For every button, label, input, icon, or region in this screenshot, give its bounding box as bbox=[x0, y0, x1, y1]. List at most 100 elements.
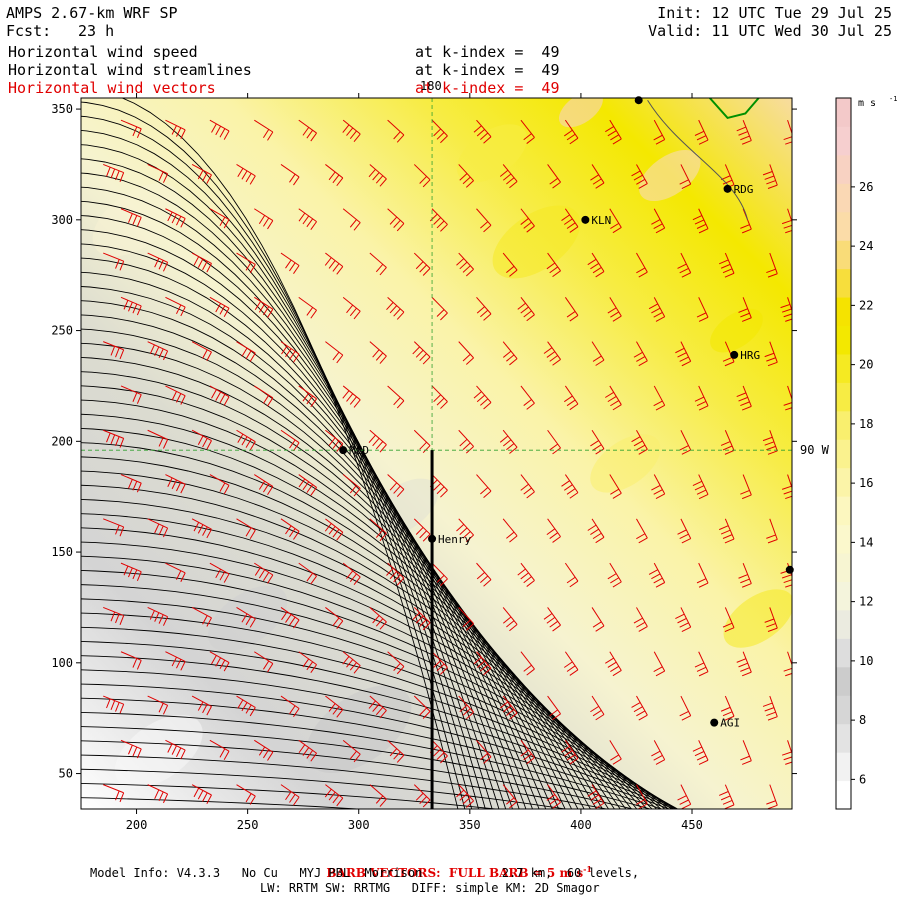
barb-feather bbox=[433, 748, 442, 757]
barb-feather bbox=[526, 668, 535, 676]
wind-barb bbox=[679, 695, 692, 721]
forecast-hour: 23 h bbox=[78, 22, 115, 40]
barb-feather bbox=[372, 703, 380, 712]
barb-feather bbox=[569, 226, 579, 233]
barb-feather bbox=[310, 132, 317, 142]
barb-shaft bbox=[520, 297, 535, 315]
barb-feather bbox=[245, 173, 252, 183]
barb-feather bbox=[241, 347, 248, 357]
barb-feather bbox=[736, 126, 747, 132]
wind-barb bbox=[766, 252, 778, 278]
barb-shaft bbox=[369, 784, 387, 800]
barb-feather bbox=[176, 127, 182, 137]
barb-feather bbox=[480, 752, 489, 761]
barb-feather bbox=[106, 432, 111, 443]
axes: 200 250 300 350 400 450 50 100 150 200 250 300 350 bbox=[51, 93, 797, 832]
barb-shaft bbox=[680, 252, 692, 273]
barb-feather bbox=[162, 173, 169, 183]
barb-feather bbox=[436, 486, 445, 495]
barb-feather bbox=[241, 613, 248, 623]
barb-shaft bbox=[103, 518, 124, 528]
barb-shaft bbox=[236, 784, 256, 797]
barb-feather bbox=[767, 184, 778, 189]
barb-feather bbox=[506, 354, 515, 362]
barb-feather bbox=[679, 533, 689, 540]
barb-feather bbox=[206, 351, 212, 361]
barb-feather bbox=[375, 529, 384, 538]
barb-feather bbox=[419, 707, 427, 716]
barb-feather bbox=[379, 178, 387, 187]
barb-shaft bbox=[680, 164, 692, 185]
wind-barb bbox=[736, 385, 752, 411]
barb-feather bbox=[610, 488, 620, 495]
wind-barb bbox=[254, 562, 274, 584]
barb-feather bbox=[523, 487, 532, 495]
y-tick-label: 300 bbox=[51, 213, 73, 227]
barb-feather bbox=[526, 491, 535, 499]
wind-barb bbox=[780, 297, 792, 322]
barb-shaft bbox=[653, 651, 666, 672]
barb-feather bbox=[506, 265, 515, 273]
barb-shaft bbox=[458, 607, 474, 624]
barb-feather bbox=[783, 579, 792, 584]
barb-shaft bbox=[769, 341, 778, 363]
barb-feather bbox=[249, 618, 256, 628]
barb-feather bbox=[592, 178, 602, 185]
wind-barb bbox=[236, 607, 256, 628]
wind-barb bbox=[692, 208, 709, 234]
barb-shaft bbox=[564, 297, 579, 316]
colorbar-swatch bbox=[836, 666, 851, 696]
barb-feather bbox=[499, 701, 509, 709]
barb-feather bbox=[353, 310, 361, 320]
barb-feather bbox=[546, 616, 556, 624]
barb-feather bbox=[302, 658, 310, 668]
barb-feather bbox=[767, 450, 778, 455]
barb-feather bbox=[375, 618, 384, 627]
barb-feather bbox=[631, 170, 641, 177]
barb-feather bbox=[592, 798, 602, 805]
wind-barb bbox=[431, 119, 448, 144]
barb-feather bbox=[223, 130, 230, 140]
barb-feather bbox=[202, 792, 208, 802]
wind-barb bbox=[103, 163, 125, 182]
wind-barb bbox=[543, 341, 561, 366]
barb-feather bbox=[119, 438, 125, 448]
x-tick-label: 400 bbox=[570, 818, 592, 832]
barb-feather bbox=[783, 224, 792, 229]
barb-shaft bbox=[591, 252, 605, 272]
wind-barb bbox=[633, 341, 648, 367]
barb-feather bbox=[375, 263, 384, 273]
barb-shaft bbox=[431, 119, 448, 137]
colorbar-swatch bbox=[836, 780, 851, 810]
streamline bbox=[81, 768, 569, 809]
wind-barb bbox=[563, 385, 579, 411]
barb-feather bbox=[480, 487, 489, 495]
barb-feather bbox=[552, 624, 561, 632]
barb-feather bbox=[379, 267, 387, 276]
barb-feather bbox=[206, 440, 212, 450]
barb-feather bbox=[740, 401, 750, 407]
barb-feather bbox=[115, 524, 120, 535]
barb-feather bbox=[523, 221, 532, 229]
barb-feather bbox=[722, 268, 733, 274]
barb-feather bbox=[353, 222, 361, 231]
shade-blob bbox=[710, 308, 763, 353]
wind-barb bbox=[563, 651, 579, 676]
barb-shaft bbox=[564, 651, 579, 671]
barb-shaft bbox=[325, 784, 344, 799]
barb-shaft bbox=[147, 252, 168, 263]
barb-feather bbox=[154, 523, 160, 534]
wind-barb bbox=[103, 252, 125, 271]
barb-feather bbox=[263, 660, 270, 670]
barb-feather bbox=[336, 354, 344, 364]
barb-feather bbox=[386, 302, 394, 311]
wind-barb bbox=[520, 119, 535, 144]
barb-feather bbox=[476, 572, 485, 580]
barb-feather bbox=[293, 708, 300, 717]
barb-feather bbox=[206, 174, 212, 184]
barb-feather bbox=[368, 700, 376, 709]
barb-feather bbox=[781, 751, 792, 756]
streamline bbox=[81, 726, 652, 809]
barb-feather bbox=[436, 309, 445, 317]
barb-shaft bbox=[165, 474, 186, 485]
